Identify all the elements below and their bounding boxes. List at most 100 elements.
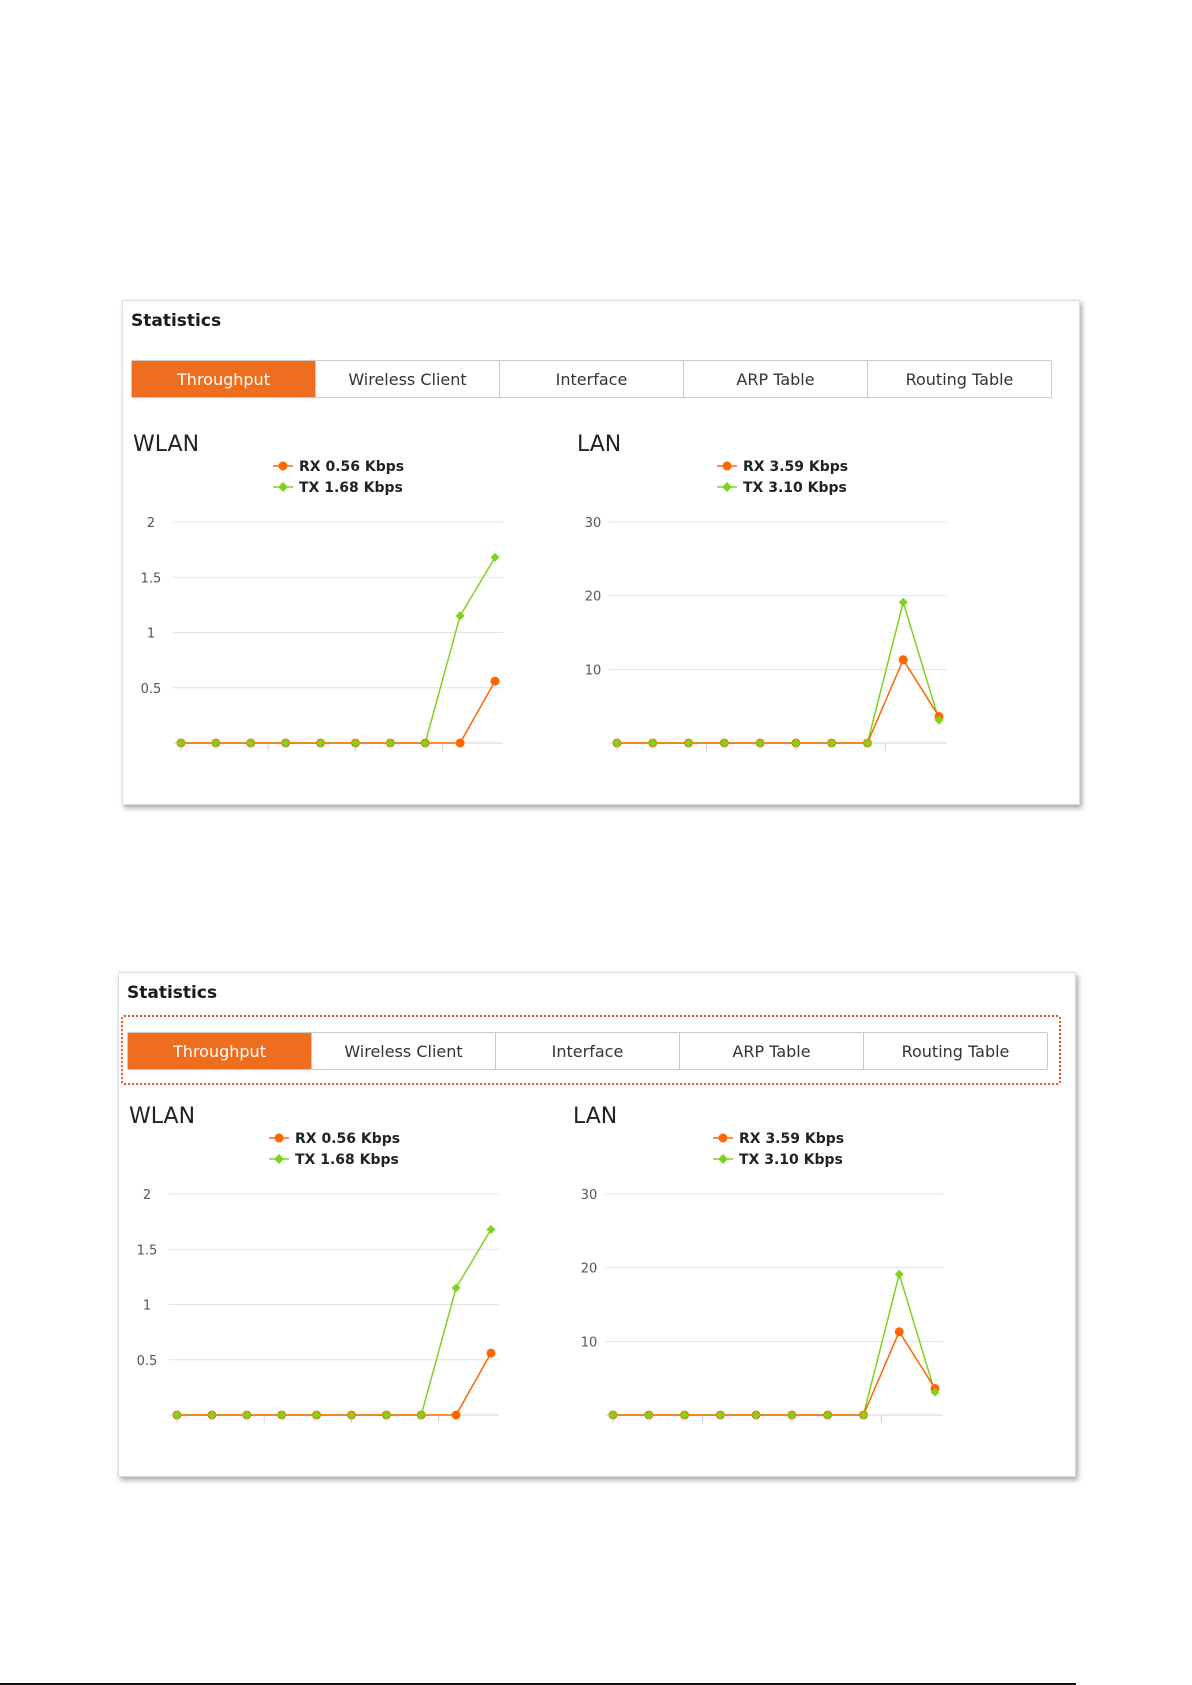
- tab-bar-highlight: [121, 1015, 1061, 1085]
- tx-point: [858, 1410, 868, 1420]
- tx-point: [930, 1387, 940, 1397]
- legend-marker: [718, 1154, 728, 1164]
- legend-marker: [718, 1133, 728, 1143]
- rx-line: [181, 680, 496, 744]
- tx-point: [246, 738, 256, 748]
- chart-title: WLAN: [133, 432, 199, 457]
- tx-point: [827, 738, 837, 748]
- wlan-chart: WLAN RX 0.56 Kbps TX 1.68 Kbps 2 1.5 1 0.5: [133, 432, 503, 751]
- tab-interface[interactable]: Interface: [496, 1033, 680, 1069]
- rx-point: [486, 1348, 496, 1358]
- panel-title: Statistics: [127, 983, 218, 1003]
- legend-label: RX 3.59 Kbps: [739, 1131, 844, 1147]
- rx-point: [455, 738, 465, 748]
- y-tick-label: 30: [581, 1188, 598, 1203]
- legend-label: TX 1.68 Kbps: [295, 1152, 399, 1168]
- tab-arp-table[interactable]: ARP Table: [680, 1033, 864, 1069]
- chart-title: LAN: [577, 432, 621, 457]
- y-tick-label: 2: [147, 516, 155, 531]
- legend-label: RX 0.56 Kbps: [295, 1131, 400, 1147]
- statistics-panel-top: Statistics Throughput Wireless Client In…: [122, 300, 1080, 805]
- tab-throughput[interactable]: Throughput: [128, 1033, 312, 1069]
- tx-point: [385, 738, 395, 748]
- tab-routing-table[interactable]: Routing Table: [864, 1033, 1047, 1069]
- tx-point: [176, 738, 186, 748]
- tx-point: [648, 738, 658, 748]
- tab-arp-table[interactable]: ARP Table: [684, 361, 868, 397]
- rx-line: [613, 1330, 936, 1416]
- wlan-chart: WLAN RX 0.56 Kbps TX 1.68 Kbps 2 1.5 1 0.5: [129, 1104, 499, 1423]
- y-tick-label: 1: [143, 1299, 151, 1314]
- tx-point: [346, 1410, 356, 1420]
- tx-point: [791, 738, 801, 748]
- y-tick-label: 0.5: [137, 1354, 158, 1369]
- y-tick-label: 10: [585, 663, 602, 678]
- tx-point: [486, 1224, 496, 1234]
- throughput-charts: WLAN RX 0.56 Kbps TX 1.68 Kbps 2 1.5 1 0.5 LAN R…: [133, 432, 947, 751]
- rx-line: [177, 1352, 492, 1416]
- rx-point: [490, 676, 500, 686]
- tx-line: [181, 556, 496, 744]
- tx-point: [350, 738, 360, 748]
- tx-point: [612, 738, 622, 748]
- page-footer-rule: [0, 1683, 1076, 1685]
- tx-point: [751, 1410, 761, 1420]
- legend-label: TX 3.10 Kbps: [743, 480, 847, 496]
- legend-label: TX 3.10 Kbps: [739, 1152, 843, 1168]
- chart-title: LAN: [573, 1104, 617, 1129]
- y-tick-label: 2: [143, 1188, 151, 1203]
- rx-point: [451, 1410, 461, 1420]
- tx-point: [381, 1410, 391, 1420]
- tx-point: [898, 597, 908, 607]
- rx-line: [617, 658, 940, 744]
- statistics-panel-bottom: Statistics Throughput Wireless Client In…: [118, 972, 1076, 1477]
- tx-point: [894, 1269, 904, 1279]
- tx-point: [823, 1410, 833, 1420]
- tab-wireless-client[interactable]: Wireless Client: [312, 1033, 496, 1069]
- rx-point: [898, 655, 908, 665]
- y-tick-label: 20: [585, 590, 602, 605]
- tx-point: [455, 611, 465, 621]
- legend-label: RX 0.56 Kbps: [299, 459, 404, 475]
- tx-line: [617, 599, 940, 744]
- tx-point: [207, 1410, 217, 1420]
- lan-chart: LAN RX 3.59 Kbps TX 3.10 Kbps 30 20 10: [573, 1104, 943, 1423]
- legend-marker: [722, 461, 732, 471]
- chart-title: WLAN: [129, 1104, 195, 1129]
- tab-interface[interactable]: Interface: [500, 361, 684, 397]
- tab-bar: Throughput Wireless Client Interface ARP…: [127, 1032, 1048, 1070]
- throughput-charts: WLAN RX 0.56 Kbps TX 1.68 Kbps 2 1.5 1 0.5 LAN R…: [129, 1104, 943, 1423]
- tx-point: [934, 715, 944, 725]
- rx-point: [894, 1327, 904, 1337]
- tab-bar: Throughput Wireless Client Interface ARP…: [131, 360, 1052, 398]
- tx-point: [719, 738, 729, 748]
- y-tick-label: 30: [585, 516, 602, 531]
- legend-label: RX 3.59 Kbps: [743, 459, 848, 475]
- tx-point: [755, 738, 765, 748]
- tx-point: [277, 1410, 287, 1420]
- tx-point: [242, 1410, 252, 1420]
- tx-point: [680, 1410, 690, 1420]
- tab-routing-table[interactable]: Routing Table: [868, 361, 1051, 397]
- tx-point: [281, 738, 291, 748]
- legend-marker: [722, 482, 732, 492]
- y-tick-label: 1: [147, 627, 155, 642]
- lan-chart: LAN RX 3.59 Kbps TX 3.10 Kbps 30 20 10: [577, 432, 947, 751]
- tab-throughput[interactable]: Throughput: [132, 361, 316, 397]
- tx-point: [644, 1410, 654, 1420]
- tx-point: [490, 552, 500, 562]
- tx-point: [420, 738, 430, 748]
- legend-marker: [278, 461, 288, 471]
- tab-wireless-client[interactable]: Wireless Client: [316, 361, 500, 397]
- panel-title: Statistics: [131, 311, 222, 331]
- legend-marker: [274, 1154, 284, 1164]
- y-tick-label: 0.5: [141, 682, 162, 697]
- y-tick-label: 1.5: [137, 1243, 158, 1258]
- tx-line: [177, 1228, 492, 1416]
- tx-point: [316, 738, 326, 748]
- y-tick-label: 10: [581, 1335, 598, 1350]
- y-tick-label: 20: [581, 1262, 598, 1277]
- tx-point: [312, 1410, 322, 1420]
- legend-marker: [278, 482, 288, 492]
- tx-point: [684, 738, 694, 748]
